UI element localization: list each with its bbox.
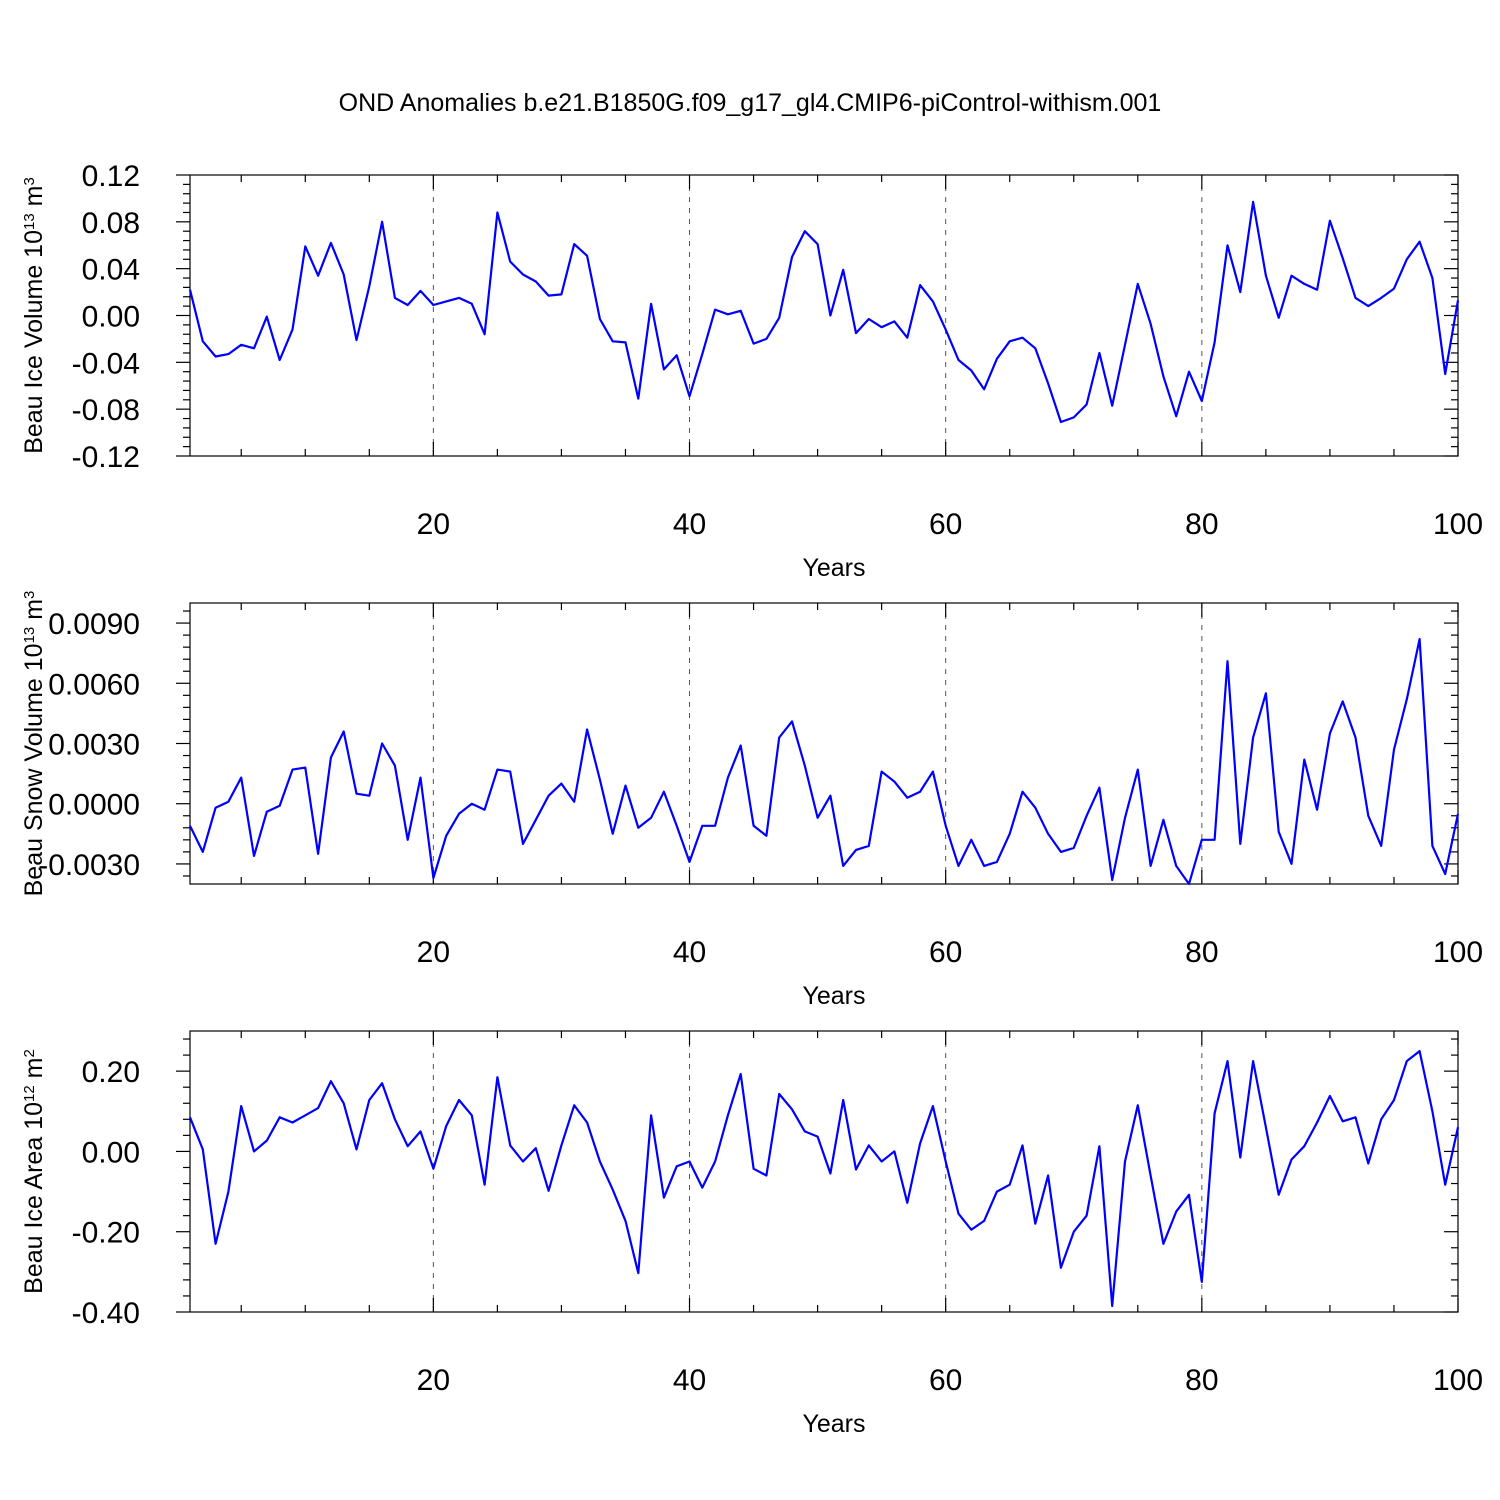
panel-3: 20 40 60 80 100 -0.40 -0.20 0.00 0.20 Years Beau I…	[20, 1030, 1483, 1438]
y-axis-title: Beau Ice Volume 1013 m3	[20, 177, 48, 454]
plot-frame	[189, 174, 1459, 457]
x-tick-label: 80	[1185, 508, 1218, 541]
y-tick-label: 0.0000	[48, 789, 140, 822]
x-tick-label: 60	[929, 936, 962, 969]
x-axis-title: Years	[802, 554, 865, 582]
x-tick-label: 40	[673, 1364, 706, 1397]
x-tick-label: 20	[417, 936, 450, 969]
y-tick-label: -0.20	[72, 1217, 140, 1250]
y-tick-label: -0.04	[72, 347, 140, 380]
x-tick-label: 20	[417, 1364, 450, 1397]
panel-2: 20 40 60 80 100 -0.0030 0.0000 0.0030 0.0060 0.00…	[20, 591, 1483, 1010]
x-tick-label: 100	[1433, 936, 1483, 969]
y-axis-title: Beau Ice Area 1012 m2	[20, 1049, 48, 1294]
x-tick-label: 80	[1185, 936, 1218, 969]
panel-1: 20 40 60 80 100 -0.12 -0.08 -0.04 0.00 0.04 0.08 0.…	[20, 160, 1483, 582]
plot-frame	[189, 602, 1459, 885]
series-line	[188, 200, 1460, 424]
y-tick-label: 0.12	[82, 160, 140, 193]
x-tick-label: 100	[1433, 1364, 1483, 1397]
y-tick-label: -0.12	[72, 441, 140, 474]
y-axis-title: Beau Snow Volume 1013 m3	[20, 591, 48, 897]
y-tick-label: 0.08	[82, 207, 140, 240]
y-tick-label: 0.00	[82, 301, 140, 334]
x-tick-label: 60	[929, 508, 962, 541]
series-line	[189, 637, 1460, 886]
x-tick-label: 100	[1433, 508, 1483, 541]
y-tick-label: 0.0090	[48, 608, 140, 641]
plot-frame	[189, 1030, 1459, 1313]
x-tick-label: 20	[417, 508, 450, 541]
y-tick-label: -0.08	[72, 394, 140, 427]
x-axis-title: Years	[802, 982, 865, 1010]
y-tick-label: 0.00	[82, 1136, 140, 1169]
x-tick-label: 80	[1185, 1364, 1218, 1397]
y-tick-label: 0.0060	[48, 668, 140, 701]
y-tick-label: 0.20	[82, 1056, 140, 1089]
y-tick-label: -0.0030	[38, 849, 140, 882]
x-tick-label: 40	[673, 936, 706, 969]
y-tick-label: -0.40	[72, 1297, 140, 1330]
x-tick-label: 60	[929, 1364, 962, 1397]
y-tick-label: 0.04	[82, 254, 140, 287]
y-tick-label: 0.0030	[48, 729, 140, 762]
x-axis-title: Years	[802, 1410, 865, 1438]
chart-panels: 20 40 60 80 100 -0.12 -0.08 -0.04 0.00 0.04 0.08 0.…	[20, 160, 1483, 1438]
chart-title: OND Anomalies b.e21.B1850G.f09_g17_gl4.C…	[339, 89, 1162, 117]
series-line	[188, 1049, 1460, 1308]
x-tick-label: 40	[673, 508, 706, 541]
